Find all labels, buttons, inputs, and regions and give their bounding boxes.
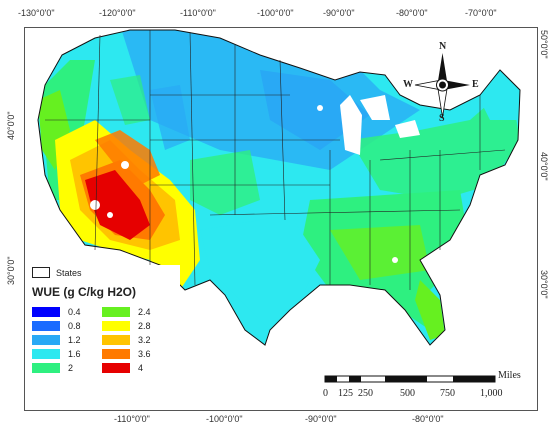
scale-tick-label: 0 <box>323 388 328 399</box>
compass-rose-icon <box>414 53 470 118</box>
legend-class: 0.4 <box>32 307 81 317</box>
scale-tick-label: 250 <box>358 388 373 399</box>
legend-class-value: 2.4 <box>138 307 151 317</box>
legend-class-value: 3.2 <box>138 335 151 345</box>
legend-swatch <box>102 363 130 373</box>
lon-tick-top: -70°0'0" <box>465 8 497 18</box>
legend-swatch <box>32 321 60 331</box>
east-label: E <box>472 79 479 90</box>
legend-class: 4 <box>102 363 143 373</box>
legend-swatch <box>32 307 60 317</box>
legend: States WUE (g C/kg H2O) 0.4 0.8 1.2 1.6 … <box>30 265 180 377</box>
lon-tick-top: -110°0'0" <box>180 8 216 18</box>
lon-tick-bottom: -110°0'0" <box>114 414 150 424</box>
legend-class-value: 2 <box>68 363 74 373</box>
legend-swatch <box>102 321 130 331</box>
legend-class-value: 3.6 <box>138 349 151 359</box>
legend-swatch <box>32 335 60 345</box>
legend-swatch <box>32 349 60 359</box>
legend-class: 3.2 <box>102 335 151 345</box>
legend-states-label: States <box>56 267 82 278</box>
scale-tick-label: 1,000 <box>480 388 503 399</box>
west-label: W <box>403 79 413 90</box>
states-outline-swatch <box>32 267 50 278</box>
lon-tick-bottom: -90°0'0" <box>305 414 337 424</box>
legend-class: 2 <box>32 363 73 373</box>
legend-class-value: 4 <box>138 363 144 373</box>
legend-class-value: 1.2 <box>68 335 81 345</box>
south-label: S <box>439 113 445 124</box>
legend-swatch <box>32 363 60 373</box>
legend-swatch <box>102 349 130 359</box>
scale-tick-label: 500 <box>400 388 415 399</box>
lon-tick-top: -130°0'0" <box>18 8 55 18</box>
legend-class: 3.6 <box>102 349 151 359</box>
scale-bar: Miles 0 125 250 500 750 1,000 <box>320 370 521 410</box>
legend-class-value: 1.6 <box>68 349 81 359</box>
legend-title: WUE (g C/kg H2O) <box>32 285 136 299</box>
legend-class: 0.8 <box>32 321 81 331</box>
lon-tick-bottom: -80°0'0" <box>412 414 444 424</box>
lon-tick-top: -80°0'0" <box>396 8 428 18</box>
legend-class: 1.6 <box>32 349 81 359</box>
scale-tick-label: 750 <box>440 388 455 399</box>
lon-tick-top: -120°0'0" <box>99 8 136 18</box>
legend-states-entry: States <box>32 267 82 278</box>
legend-class-value: 2.8 <box>138 321 151 331</box>
legend-class-value: 0.4 <box>68 307 81 317</box>
lon-tick-bottom: -100°0'0" <box>206 414 243 424</box>
lon-tick-top: -100°0'0" <box>257 8 294 18</box>
scale-bar-graphic <box>324 375 496 383</box>
legend-class: 1.2 <box>32 335 81 345</box>
legend-swatch <box>102 307 130 317</box>
lon-tick-top: -90°0'0" <box>323 8 355 18</box>
legend-class-value: 0.8 <box>68 321 81 331</box>
legend-class: 2.8 <box>102 321 151 331</box>
legend-class: 2.4 <box>102 307 151 317</box>
north-label: N <box>439 41 447 52</box>
scale-unit: Miles <box>498 370 521 381</box>
north-arrow: N S E W <box>403 41 480 125</box>
legend-swatch <box>102 335 130 345</box>
scale-tick-label: 125 <box>338 388 353 399</box>
